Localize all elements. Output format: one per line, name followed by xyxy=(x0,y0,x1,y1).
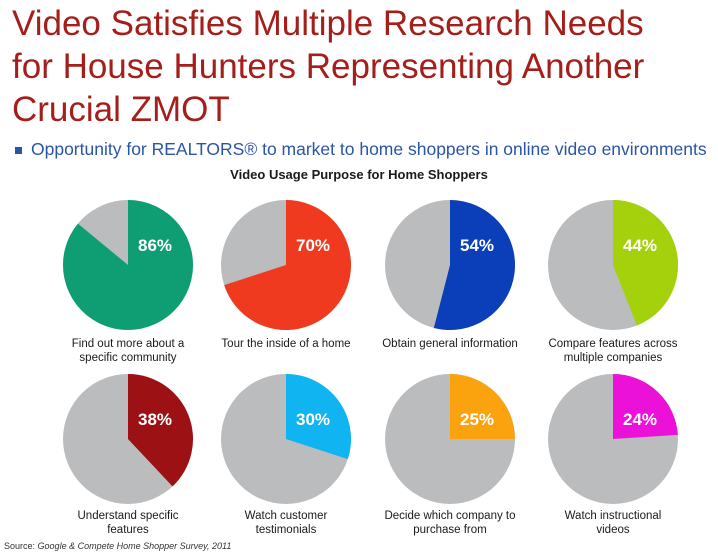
title-line-1: Video Satisfies Multiple Research Needs xyxy=(12,4,644,43)
pie-category-label: Find out more about a xyxy=(72,338,185,350)
pie-category-label: Obtain general information xyxy=(382,338,518,350)
pie-value-slice xyxy=(450,374,515,439)
source-note: Source: Google & Compete Home Shopper Su… xyxy=(4,541,231,551)
pie-chart-7: 25% Decide which company to purchase from xyxy=(384,374,516,536)
title-line-3: Crucial ZMOT xyxy=(12,90,230,129)
pie-category-label: features xyxy=(107,524,149,536)
pie-chart-4: 44% Compare features across multiple compa… xyxy=(548,200,679,364)
pie-category-label: Compare features across xyxy=(548,338,677,350)
pie-category-label: videos xyxy=(596,524,629,536)
pie-category-label: Watch customer xyxy=(245,510,328,522)
pie-value-slice xyxy=(613,374,678,439)
pie-category-label: Tour the inside of a home xyxy=(221,338,350,350)
pie-chart-3: 54% Obtain general information xyxy=(382,200,518,350)
pie-category-label: Understand specific xyxy=(78,510,179,522)
pie-value-slice xyxy=(613,200,679,326)
pie-value-slice xyxy=(224,200,351,330)
pie-percent-label: 44% xyxy=(623,236,657,255)
source-text: Google & Compete Home Shopper Survey, 20… xyxy=(37,541,232,551)
pie-chart-1: 86% Find out more about a specific communi… xyxy=(63,200,194,364)
bullet-text: Opportunity for REALTORS® to market to h… xyxy=(31,138,707,159)
pie-chart-8: 24% Watch instructional videos xyxy=(548,374,678,536)
pie-category-label: specific community xyxy=(79,352,176,364)
pie-category-label: Watch instructional xyxy=(565,510,662,522)
page-title: Video Satisfies Multiple Research Needs … xyxy=(12,2,712,131)
pie-percent-label: 25% xyxy=(460,410,494,429)
pie-percent-label: 86% xyxy=(138,236,172,255)
pie-category-label: multiple companies xyxy=(564,352,663,364)
chart-title: Video Usage Purpose for Home Shoppers xyxy=(230,167,488,182)
pie-percent-label: 54% xyxy=(460,236,494,255)
pie-category-label: testimonials xyxy=(256,524,317,536)
pie-category-label: Decide which company to xyxy=(384,510,515,522)
title-line-2: for House Hunters Representing Another xyxy=(12,47,645,86)
pie-percent-label: 30% xyxy=(296,410,330,429)
pie-chart-6: 30% Watch customer testimonials xyxy=(221,374,352,536)
pie-percent-label: 38% xyxy=(138,410,172,429)
pie-chart-5: 38% Understand specific features xyxy=(63,374,194,536)
square-bullet-icon xyxy=(15,146,22,154)
pie-percent-label: 70% xyxy=(296,236,330,255)
bullet-point: Opportunity for REALTORS® to market to h… xyxy=(15,137,715,161)
pie-chart-2: 70% Tour the inside of a home xyxy=(221,200,351,350)
pie-value-slice xyxy=(286,374,352,460)
pie-percent-label: 24% xyxy=(623,410,657,429)
pie-category-label: purchase from xyxy=(413,524,487,536)
source-label: Source: xyxy=(4,541,36,551)
pie-value-slice xyxy=(63,200,194,330)
pie-value-slice xyxy=(128,374,194,487)
pie-value-slice xyxy=(433,200,515,330)
